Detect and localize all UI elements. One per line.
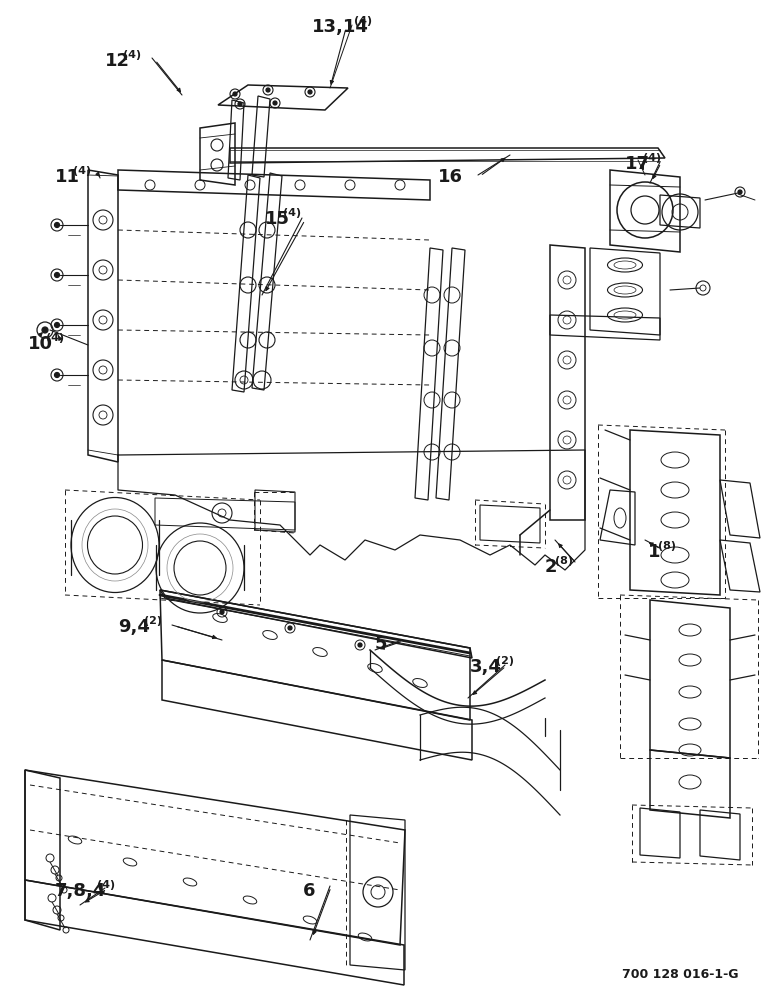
Text: (2): (2) xyxy=(496,656,514,666)
Circle shape xyxy=(308,90,312,94)
Text: (4): (4) xyxy=(123,50,141,60)
Circle shape xyxy=(233,92,237,96)
Text: 17: 17 xyxy=(625,155,650,173)
Text: 6: 6 xyxy=(303,882,316,900)
Text: 3,4: 3,4 xyxy=(470,658,502,676)
Circle shape xyxy=(273,101,277,105)
Text: 1: 1 xyxy=(648,543,661,561)
Text: 9,4: 9,4 xyxy=(118,618,150,636)
Text: (8): (8) xyxy=(658,541,676,551)
Circle shape xyxy=(55,322,59,328)
Circle shape xyxy=(55,223,59,228)
Circle shape xyxy=(42,327,48,333)
Circle shape xyxy=(288,626,292,630)
Text: 10: 10 xyxy=(28,335,53,353)
Circle shape xyxy=(238,102,242,106)
Text: (4): (4) xyxy=(283,208,301,218)
Circle shape xyxy=(220,610,224,614)
Text: 12: 12 xyxy=(105,52,130,70)
Text: 16: 16 xyxy=(438,168,463,186)
Text: 2: 2 xyxy=(545,558,557,576)
Text: 5: 5 xyxy=(375,635,388,653)
Text: (2): (2) xyxy=(144,616,162,626)
Text: 15: 15 xyxy=(265,210,290,228)
Text: (4): (4) xyxy=(354,16,372,26)
Text: (4): (4) xyxy=(643,153,662,163)
Text: (4): (4) xyxy=(73,166,91,176)
Text: 7,8,4: 7,8,4 xyxy=(55,882,107,900)
Text: 11: 11 xyxy=(55,168,80,186)
Circle shape xyxy=(358,643,362,647)
Text: (4): (4) xyxy=(46,333,64,343)
Text: 700 128 016-1-G: 700 128 016-1-G xyxy=(621,968,738,982)
Circle shape xyxy=(55,272,59,277)
Circle shape xyxy=(55,372,59,377)
Text: 13,14: 13,14 xyxy=(312,18,369,36)
Text: (8): (8) xyxy=(555,556,573,566)
Circle shape xyxy=(738,190,742,194)
Circle shape xyxy=(266,88,270,92)
Text: (4): (4) xyxy=(97,880,116,890)
